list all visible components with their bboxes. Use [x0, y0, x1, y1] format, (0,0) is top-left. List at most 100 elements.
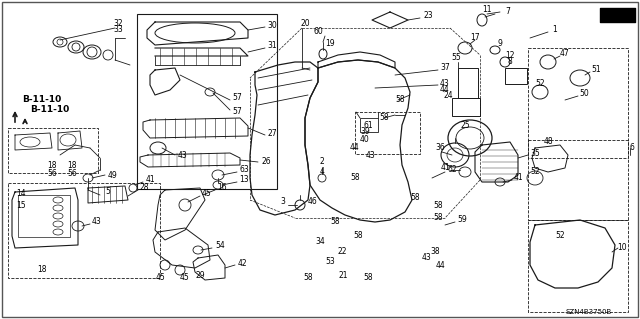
Bar: [360, 118, 378, 132]
Text: 7: 7: [506, 8, 511, 17]
Bar: [528, 48, 628, 158]
Text: FR.: FR.: [608, 10, 626, 20]
Text: 3: 3: [280, 197, 285, 206]
Bar: [137, 14, 277, 189]
Text: 36: 36: [435, 144, 445, 152]
Text: 41: 41: [513, 174, 523, 182]
Text: 45: 45: [155, 273, 165, 283]
Text: 18: 18: [47, 160, 57, 169]
Text: 58: 58: [433, 201, 443, 210]
Text: 11: 11: [483, 5, 492, 14]
Text: 59: 59: [457, 216, 467, 225]
Text: 52: 52: [555, 231, 565, 240]
Text: 48: 48: [543, 137, 553, 146]
Text: 27: 27: [267, 129, 277, 137]
Text: 37: 37: [440, 63, 450, 72]
Text: 18: 18: [67, 160, 77, 169]
Text: 43: 43: [440, 78, 450, 87]
Text: 52: 52: [530, 167, 540, 176]
Text: 62: 62: [447, 166, 457, 174]
Text: 52: 52: [535, 79, 545, 88]
Text: 63: 63: [239, 166, 249, 174]
Text: 42: 42: [237, 258, 247, 268]
Text: 46: 46: [307, 197, 317, 206]
Text: 32: 32: [113, 19, 123, 27]
Bar: [458, 68, 478, 98]
Text: 57: 57: [232, 93, 242, 102]
Text: 15: 15: [16, 201, 26, 210]
Text: SZN4B3750B: SZN4B3750B: [565, 309, 611, 315]
Text: 25: 25: [460, 122, 470, 130]
Text: B-11-10: B-11-10: [30, 106, 69, 115]
Text: 1: 1: [552, 26, 557, 34]
Text: 34: 34: [315, 238, 325, 247]
Text: 23: 23: [423, 11, 433, 20]
Text: 56: 56: [47, 168, 57, 177]
Text: 45: 45: [180, 273, 190, 283]
Text: 24: 24: [443, 92, 453, 100]
Bar: [8, 128, 98, 173]
Text: 16: 16: [217, 183, 227, 192]
Bar: [355, 112, 420, 154]
Text: 58: 58: [395, 95, 405, 105]
Text: 30: 30: [267, 20, 277, 29]
Text: 54: 54: [215, 241, 225, 250]
Text: 41: 41: [440, 164, 450, 173]
Bar: [18, 195, 70, 237]
Text: 58: 58: [433, 213, 443, 222]
Text: 45: 45: [202, 189, 212, 198]
Text: 58: 58: [330, 218, 340, 226]
Text: 4: 4: [319, 167, 324, 176]
Text: 47: 47: [560, 49, 570, 58]
Text: 44: 44: [440, 85, 450, 94]
Text: 58: 58: [353, 231, 363, 240]
Bar: [528, 220, 628, 312]
Text: 21: 21: [339, 271, 348, 279]
Text: 2: 2: [319, 158, 324, 167]
Text: 22: 22: [337, 248, 347, 256]
Bar: [505, 68, 527, 84]
Text: 31: 31: [267, 41, 277, 50]
Text: 20: 20: [300, 19, 310, 28]
Text: 58: 58: [410, 194, 420, 203]
Text: 41: 41: [145, 175, 155, 184]
Text: 5: 5: [106, 188, 111, 197]
Text: 35: 35: [530, 149, 540, 158]
Text: 44: 44: [435, 261, 445, 270]
Bar: [8, 183, 160, 278]
Text: 58: 58: [363, 273, 373, 283]
Text: 28: 28: [140, 183, 148, 192]
Text: 39: 39: [360, 128, 370, 137]
Text: 43: 43: [92, 218, 102, 226]
Bar: [528, 140, 628, 220]
Text: 19: 19: [325, 40, 335, 48]
Text: 26: 26: [261, 158, 271, 167]
Text: 43: 43: [177, 151, 187, 160]
Text: 13: 13: [239, 175, 249, 184]
Text: B-11-10: B-11-10: [22, 95, 61, 105]
Text: 58: 58: [379, 114, 389, 122]
Text: 38: 38: [430, 248, 440, 256]
Text: 43: 43: [365, 151, 375, 160]
Text: 40: 40: [360, 136, 370, 145]
Text: 6: 6: [630, 144, 634, 152]
Text: 8: 8: [508, 57, 513, 66]
Text: 53: 53: [325, 257, 335, 266]
Text: 49: 49: [107, 170, 117, 180]
Text: 58: 58: [350, 174, 360, 182]
Text: 9: 9: [497, 40, 502, 48]
Text: 12: 12: [505, 51, 515, 61]
Text: 58: 58: [303, 273, 313, 283]
Text: 10: 10: [617, 243, 627, 253]
Text: 44: 44: [350, 144, 360, 152]
Text: 55: 55: [451, 54, 461, 63]
Text: 61: 61: [363, 121, 373, 130]
Text: 57: 57: [232, 108, 242, 116]
Text: 14: 14: [16, 189, 26, 197]
Text: 17: 17: [470, 33, 480, 41]
Text: 56: 56: [67, 168, 77, 177]
Text: 29: 29: [195, 271, 205, 279]
Text: 51: 51: [591, 65, 601, 75]
Bar: [452, 98, 480, 116]
Text: 33: 33: [113, 26, 123, 34]
